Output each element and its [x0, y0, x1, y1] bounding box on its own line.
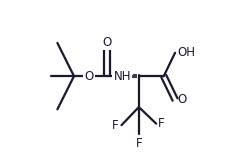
Text: O: O	[84, 70, 94, 83]
Text: OH: OH	[178, 46, 196, 59]
Text: F: F	[112, 119, 119, 132]
Text: NH: NH	[114, 70, 131, 83]
Text: O: O	[178, 93, 187, 106]
Text: F: F	[136, 137, 142, 150]
Text: F: F	[158, 117, 164, 130]
Text: O: O	[102, 36, 112, 49]
